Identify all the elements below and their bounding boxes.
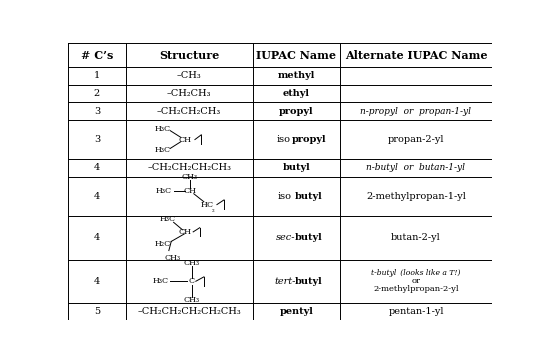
Text: 4: 4: [94, 233, 100, 242]
Text: H₃C: H₃C: [153, 277, 168, 285]
Text: 4: 4: [94, 163, 100, 172]
Text: or: or: [411, 277, 421, 285]
Text: Alternate IUPAC Name: Alternate IUPAC Name: [345, 50, 487, 60]
Text: iso: iso: [277, 192, 292, 201]
Text: H₃C: H₃C: [154, 125, 171, 133]
Text: butyl: butyl: [294, 192, 322, 201]
Text: CH: CH: [179, 228, 192, 236]
Text: propyl: propyl: [279, 107, 313, 116]
Text: iso: iso: [277, 135, 290, 144]
Text: H₂C: H₂C: [155, 239, 171, 248]
Text: 4: 4: [94, 192, 100, 201]
Text: butan-2-yl: butan-2-yl: [391, 233, 441, 242]
Text: H₃C: H₃C: [154, 146, 171, 154]
Text: CH₃: CH₃: [184, 258, 200, 267]
Text: tert-: tert-: [275, 277, 296, 286]
Text: IUPAC Name: IUPAC Name: [256, 50, 336, 60]
Text: –CH₂CH₂CH₂CH₂CH₃: –CH₂CH₂CH₂CH₂CH₃: [137, 307, 241, 316]
Text: –CH₂CH₃: –CH₂CH₃: [167, 89, 212, 98]
Text: propyl: propyl: [292, 135, 326, 144]
Text: sec-: sec-: [276, 233, 295, 242]
Text: n-butyl  or  butan-1-yl: n-butyl or butan-1-yl: [366, 163, 465, 172]
Text: butyl: butyl: [295, 277, 323, 286]
Text: 2: 2: [94, 89, 100, 98]
Text: butyl: butyl: [295, 233, 323, 242]
Text: –CH₂CH₂CH₃: –CH₂CH₂CH₃: [157, 107, 222, 116]
Text: pentyl: pentyl: [280, 307, 313, 316]
Text: CH₃: CH₃: [182, 173, 197, 181]
Text: CH: CH: [179, 136, 192, 144]
Text: ₂: ₂: [212, 206, 214, 214]
Text: H₃C: H₃C: [160, 215, 176, 224]
Text: # C’s: # C’s: [81, 50, 113, 60]
Text: butyl: butyl: [282, 163, 310, 172]
Text: –CH₃: –CH₃: [177, 71, 201, 80]
Text: 1: 1: [94, 71, 100, 80]
Text: 3: 3: [94, 135, 100, 144]
Text: CH₃: CH₃: [164, 255, 181, 262]
Text: C: C: [207, 201, 213, 208]
Text: 4: 4: [94, 277, 100, 286]
Text: propan-2-yl: propan-2-yl: [388, 135, 444, 144]
Text: methyl: methyl: [277, 71, 315, 80]
Text: pentan-1-yl: pentan-1-yl: [388, 307, 444, 316]
Text: C: C: [189, 277, 195, 285]
Text: 2-methylpropan-2-yl: 2-methylpropan-2-yl: [373, 285, 459, 293]
Text: CH: CH: [183, 187, 196, 195]
Text: n-propyl  or  propan-1-yl: n-propyl or propan-1-yl: [360, 107, 472, 116]
Text: CH₃: CH₃: [184, 296, 200, 304]
Text: H: H: [200, 201, 207, 208]
Text: 2-methylpropan-1-yl: 2-methylpropan-1-yl: [366, 192, 466, 201]
Text: 5: 5: [94, 307, 100, 316]
Text: –CH₂CH₂CH₂CH₃: –CH₂CH₂CH₂CH₃: [147, 163, 231, 172]
Text: 3: 3: [94, 107, 100, 116]
Text: Structure: Structure: [159, 50, 219, 60]
Text: H₃C: H₃C: [155, 187, 172, 195]
Text: t-butyl  (looks like a T!): t-butyl (looks like a T!): [371, 269, 461, 277]
Text: ethyl: ethyl: [283, 89, 310, 98]
